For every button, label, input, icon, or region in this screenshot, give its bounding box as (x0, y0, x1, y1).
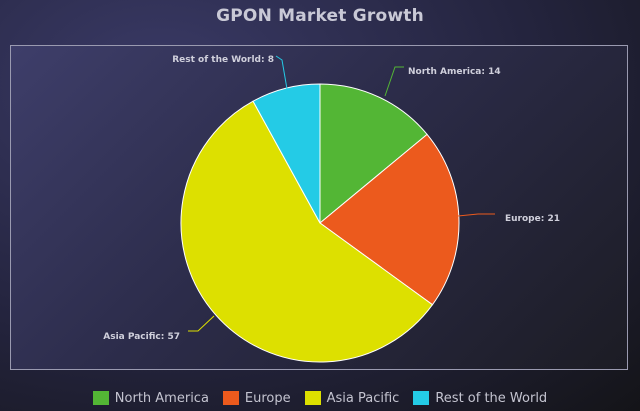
legend-item[interactable]: North America (92, 390, 209, 406)
chart-title: GPON Market Growth (216, 6, 424, 26)
leader-line (188, 315, 215, 332)
data-label: North America: 14 (408, 67, 501, 77)
slice-labels: North America: 14 Europe: 21 Asia Pacific:… (103, 55, 560, 342)
data-label: Europe: 21 (505, 214, 560, 224)
pie-slice-rest-of-the-world (252, 83, 321, 224)
pie-slice-north-america (319, 83, 428, 225)
legend-swatch (304, 391, 321, 405)
leader-line (275, 55, 288, 90)
legend-swatch (222, 391, 239, 405)
legend-item[interactable]: Rest of the World (413, 391, 547, 406)
data-label: Asia Pacific: 57 (103, 332, 180, 342)
legend-label: Asia Pacific (326, 390, 400, 406)
legend-item[interactable]: Asia Pacific (304, 390, 400, 406)
pie-slice-asia-pacific (180, 100, 434, 363)
pie-slices (180, 83, 460, 363)
leader-line (457, 213, 495, 217)
legend-label: Rest of the World (435, 390, 548, 406)
legend-label: North America (114, 390, 209, 406)
legend-item[interactable]: Europe (222, 390, 291, 406)
pie-slice-europe (319, 133, 460, 306)
legend-swatch (92, 391, 109, 405)
leader-line (384, 66, 404, 97)
label-leader-lines (188, 55, 495, 332)
data-label: Rest of the World: 8 (172, 55, 274, 65)
legend: North America Europe Asia Pacific Rest of t… (0, 388, 640, 408)
legend-swatch (413, 391, 430, 405)
legend-label: Europe (244, 390, 291, 406)
